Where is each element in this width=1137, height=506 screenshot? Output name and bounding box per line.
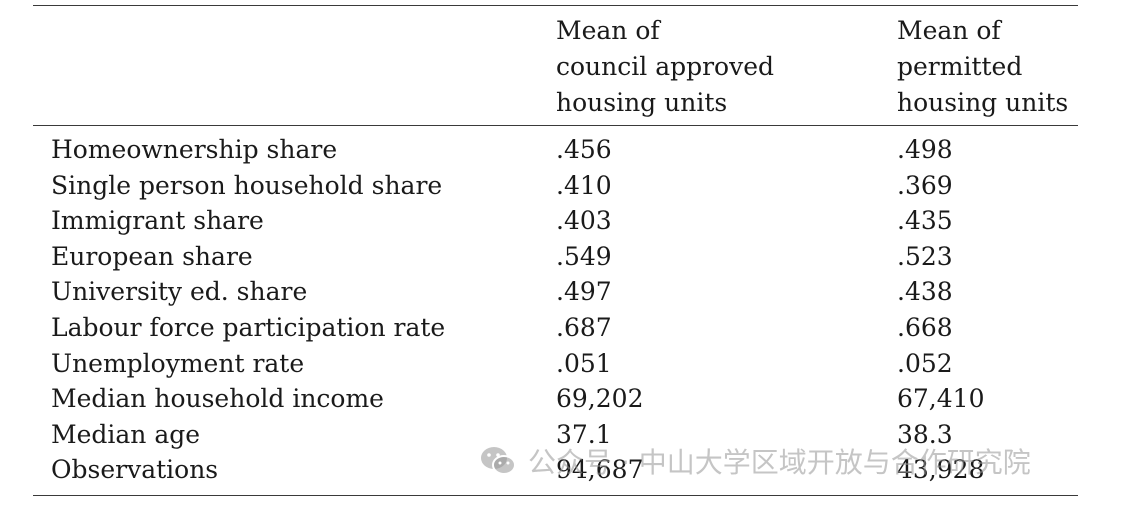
table-row: European share .549 .523 (33, 239, 1078, 275)
value-council-approved: .687 (556, 312, 612, 342)
header-col1-line: Mean of (556, 16, 660, 45)
value-permitted: .668 (897, 312, 953, 342)
table-row: University ed. share .497 .438 (33, 274, 1078, 310)
row-label: Observations (51, 455, 219, 485)
table-row: Labour force participation rate .687 .66… (33, 310, 1078, 346)
header-col2-line: housing units (897, 88, 1069, 117)
row-label: Homeownership share (51, 135, 338, 164)
row-label: Median age (51, 419, 201, 449)
value-council-approved: .410 (556, 170, 612, 200)
table-row: Median household income 69,202 67,410 (33, 381, 1078, 417)
value-council-approved: 37.1 (556, 419, 612, 449)
table-row: Median age 37.1 38.3 (33, 417, 1078, 453)
value-council-approved: .403 (556, 206, 612, 236)
row-label: Immigrant share (51, 206, 264, 236)
table-body: Homeownership share .456 .498 Single per… (33, 132, 1078, 488)
table-bottom-rule (33, 495, 1078, 496)
table-top-rule (33, 5, 1078, 6)
row-label: University ed. share (51, 277, 308, 307)
value-council-approved: 69,202 (556, 384, 644, 414)
row-label: Labour force participation rate (51, 312, 446, 342)
value-council-approved: .549 (556, 241, 612, 271)
header-council-approved: Mean of council approved housing units (556, 13, 774, 121)
value-permitted: 67,410 (897, 384, 985, 414)
header-permitted: Mean of permitted housing units (897, 13, 1068, 121)
table-header-rule (33, 125, 1078, 126)
value-permitted: .523 (897, 241, 953, 271)
value-permitted: .438 (897, 277, 953, 307)
value-council-approved: .456 (556, 135, 612, 164)
value-council-approved: .051 (556, 348, 612, 378)
value-permitted: .052 (897, 348, 953, 378)
table-row: Single person household share .410 .369 (33, 168, 1078, 204)
header-col2-line: permitted (897, 52, 1023, 81)
row-label: Median household income (51, 384, 384, 414)
header-col1-line: council approved (556, 52, 775, 81)
value-permitted: 38.3 (897, 419, 953, 449)
row-label: Unemployment rate (51, 348, 305, 378)
value-permitted: .435 (897, 206, 953, 236)
row-label: European share (51, 241, 253, 271)
row-label: Single person household share (51, 170, 443, 200)
table-row: Observations 94,687 43,928 (33, 452, 1078, 488)
value-permitted: 43,928 (897, 455, 985, 485)
value-council-approved: 94,687 (556, 455, 644, 485)
header-col2-line: Mean of (897, 16, 1001, 45)
value-permitted: .369 (897, 170, 953, 200)
value-permitted: .498 (897, 135, 953, 164)
table-row: Unemployment rate .051 .052 (33, 346, 1078, 382)
header-col1-line: housing units (556, 88, 728, 117)
table-row: Homeownership share .456 .498 (33, 132, 1078, 168)
value-council-approved: .497 (556, 277, 612, 307)
table-row: Immigrant share .403 .435 (33, 203, 1078, 239)
